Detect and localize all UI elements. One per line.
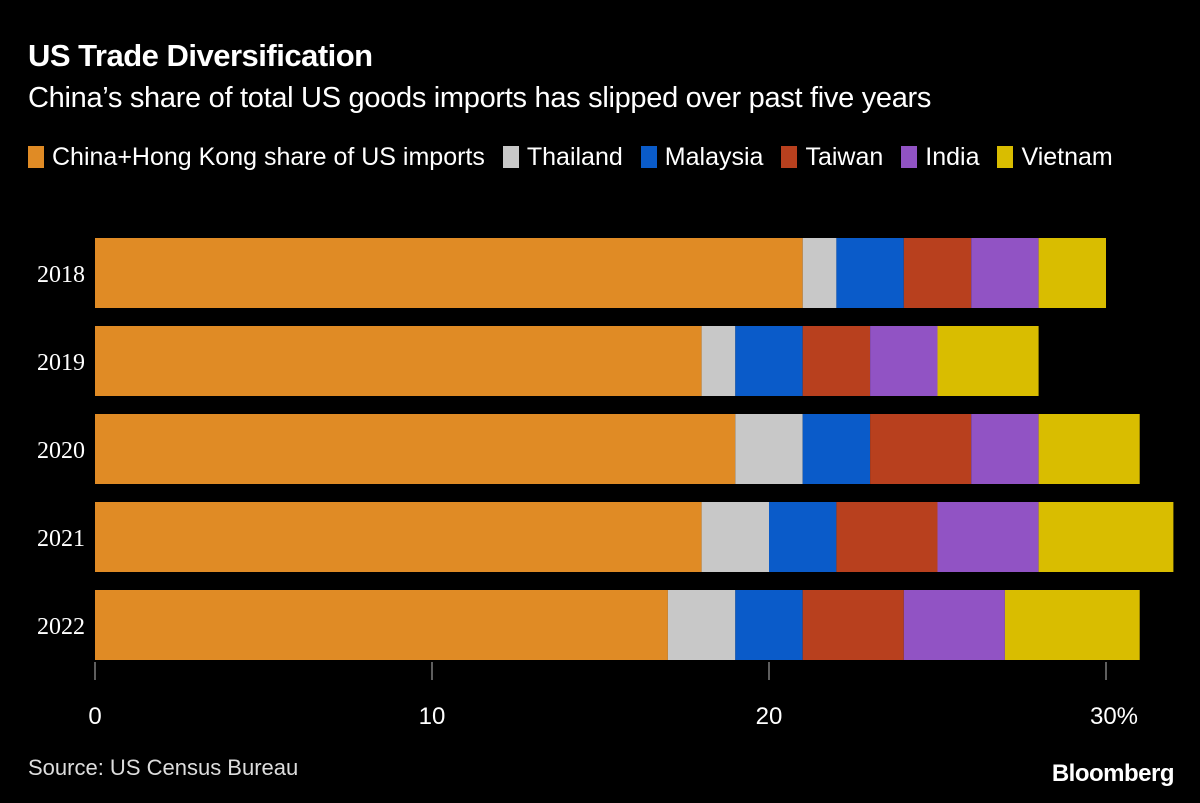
category-label: 2019 <box>37 350 85 376</box>
legend-label: China+Hong Kong share of US imports <box>52 142 485 171</box>
bar-segment <box>735 590 803 660</box>
bar-segment <box>937 326 1039 396</box>
legend-swatch <box>28 146 44 168</box>
bar-segment <box>903 238 972 308</box>
bar-segment <box>95 326 702 396</box>
bar-segment <box>701 502 769 572</box>
bar-segment <box>1038 502 1174 572</box>
legend-swatch <box>640 146 657 168</box>
bar-segment <box>95 238 803 308</box>
bar-segment <box>802 238 837 308</box>
legend-swatch <box>901 146 918 168</box>
bar-segment <box>1004 590 1140 660</box>
category-label: 2018 <box>37 262 85 288</box>
legend-label: Thailand <box>526 142 623 171</box>
legend-item: Thailand <box>502 142 623 171</box>
legend-swatch <box>781 146 798 168</box>
legend-item: China+Hong Kong share of US imports <box>28 143 485 171</box>
bar-segment <box>836 502 938 572</box>
x-tick-label: 20 <box>756 703 783 730</box>
x-tick-label: 0 <box>88 703 101 730</box>
bar-segment <box>802 326 871 396</box>
legend-item: Malaysia <box>640 142 764 171</box>
bar-segment <box>667 590 736 660</box>
legend-item: Vietnam <box>997 142 1113 171</box>
bar-segment <box>95 590 668 660</box>
bar-segment <box>870 326 938 396</box>
bar-segment <box>802 590 904 660</box>
bar-segment <box>870 414 972 484</box>
bar-segment <box>1038 414 1140 484</box>
legend-label: Vietnam <box>1021 142 1113 171</box>
bar-segment <box>971 414 1039 484</box>
source-note: Source: US Census Bureau <box>28 755 299 780</box>
chart-subtitle: China’s share of total US goods imports … <box>28 82 932 114</box>
legend-label: Taiwan <box>805 142 884 171</box>
legend: China+Hong Kong share of US imports Thail… <box>28 143 1148 171</box>
legend-label: India <box>925 142 980 171</box>
bar-segment <box>836 238 904 308</box>
x-tick-label: 30% <box>1090 703 1138 730</box>
bar-segment <box>937 502 1039 572</box>
x-tick-label: 10 <box>419 703 446 730</box>
bar-segment <box>735 326 803 396</box>
bar-segment <box>95 502 702 572</box>
legend-item: India <box>901 143 979 171</box>
legend-swatch <box>502 146 519 168</box>
bar-segment <box>769 502 837 572</box>
bar-segment <box>903 590 1005 660</box>
category-label: 2021 <box>37 526 85 552</box>
bar-segment <box>802 414 871 484</box>
bar-segment <box>95 414 736 484</box>
bar-segment <box>735 414 803 484</box>
legend-swatch <box>997 146 1014 168</box>
bar-segment <box>701 326 736 396</box>
legend-label: Malaysia <box>664 142 764 171</box>
category-label: 2022 <box>37 614 85 640</box>
bar-segment <box>971 238 1039 308</box>
chart-title: US Trade Diversification <box>28 38 373 73</box>
bloomberg-logo: Bloomberg <box>1051 760 1175 787</box>
category-label: 2020 <box>37 438 85 464</box>
bar-segment <box>1038 238 1106 308</box>
legend-item: Taiwan <box>781 143 883 171</box>
